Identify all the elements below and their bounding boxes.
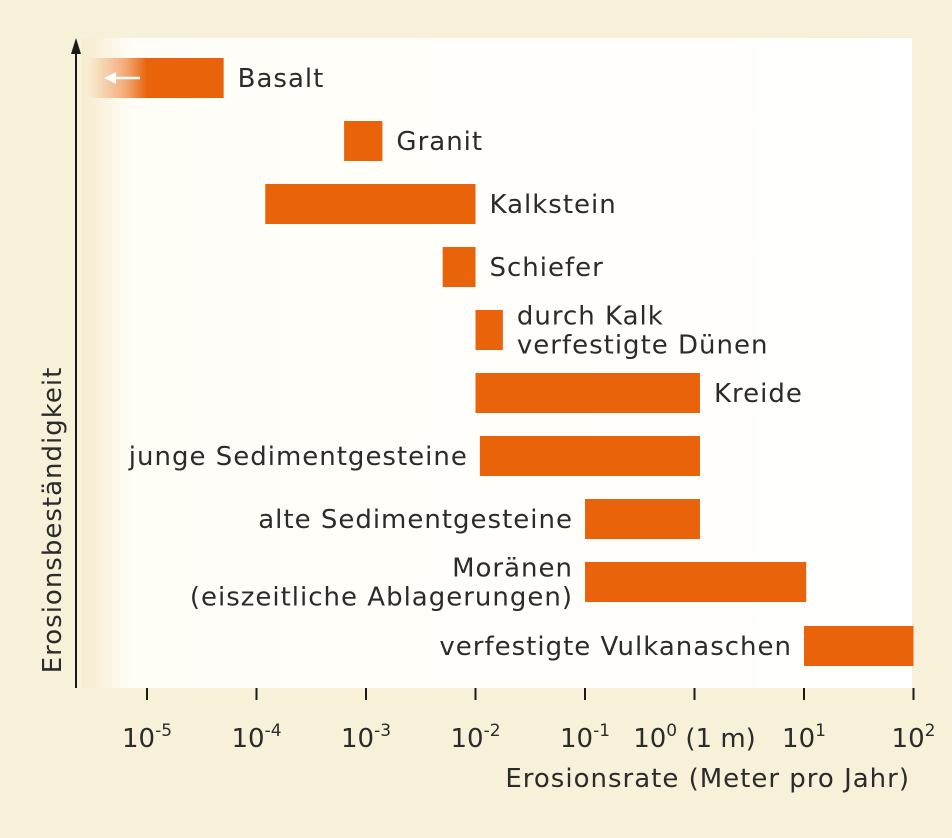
bar xyxy=(265,184,476,224)
bar-label: alte Sedimentgesteine xyxy=(258,505,573,535)
x-tick-label: 10-5 xyxy=(122,721,172,754)
bar-label: verfestigte Dünen xyxy=(517,331,769,361)
y-axis-arrow-icon xyxy=(71,38,81,54)
bar-label: Schiefer xyxy=(490,253,604,283)
x-tick-label: 101 xyxy=(782,721,826,754)
bar xyxy=(804,626,914,666)
left-arrow-icon xyxy=(104,72,116,84)
bar-label: junge Sedimentgesteine xyxy=(128,442,468,472)
bar-label: (eiszeitliche Ablagerungen) xyxy=(190,583,573,613)
bar xyxy=(147,58,224,98)
x-axis-label: Erosionsrate (Meter pro Jahr) xyxy=(505,764,910,794)
bar-label: verfestigte Vulkanaschen xyxy=(439,632,792,662)
x-tick-label: 10-1 xyxy=(560,721,610,754)
x-tick-label: 10-2 xyxy=(450,721,500,754)
x-tick-label: 100 (1 m) xyxy=(633,721,756,754)
bar-label: Kalkstein xyxy=(490,190,617,220)
bar xyxy=(344,121,383,161)
bar-label: Moränen xyxy=(452,554,573,584)
bar xyxy=(585,562,807,602)
bar xyxy=(442,247,476,287)
y-axis-label: Erosionsbeständigkeit xyxy=(38,367,68,674)
x-tick-label: 102 xyxy=(892,721,936,754)
bar-label: Basalt xyxy=(238,64,325,94)
x-tick-label: 10-3 xyxy=(341,721,391,754)
bar-label: durch Kalk xyxy=(517,302,664,332)
bar xyxy=(475,373,700,413)
bar xyxy=(479,436,700,476)
bar-label: Granit xyxy=(396,127,483,157)
bar xyxy=(585,499,700,539)
bar-label: Kreide xyxy=(714,379,803,409)
x-tick-label: 10-4 xyxy=(231,721,281,754)
bar xyxy=(475,310,503,350)
axes-layer: Erosionsbeständigkeit 10-5 10-4 10-3 10-2 10-… xyxy=(38,38,935,794)
